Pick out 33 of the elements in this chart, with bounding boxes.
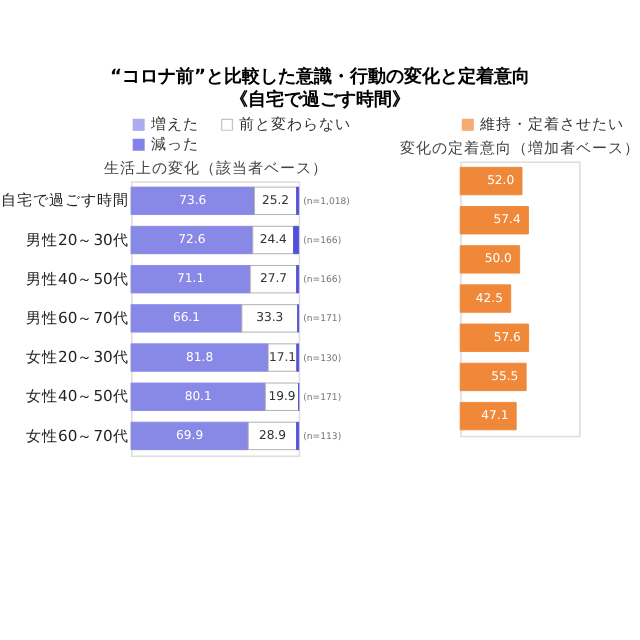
y-tick-label: 男性20～30代 xyxy=(26,230,129,249)
bar xyxy=(253,186,298,215)
chart-subtitle: 《自宅で過ごす時間》 xyxy=(230,89,410,112)
bar xyxy=(459,245,521,274)
y-tick-label: 男性40～50代 xyxy=(26,269,129,288)
bar xyxy=(459,323,530,352)
bar xyxy=(459,206,529,235)
y-tick-label: 女性40～50代 xyxy=(26,387,129,406)
chart-title: “コロナ前”と比較した意識・行動の変化と定着意向 xyxy=(110,66,530,89)
legend-label: 維持・定着させたい xyxy=(478,115,624,134)
bar xyxy=(241,304,299,333)
bar xyxy=(130,265,251,294)
y-tick-label: 女性60～70代 xyxy=(26,426,129,445)
y-tick-label: 自宅で過ごす時間 xyxy=(0,191,129,210)
legend-label: 増えた xyxy=(148,115,199,134)
bar xyxy=(130,186,255,215)
bar xyxy=(130,421,249,451)
x-axis-title: 変化の定着意向（増加者ベース） xyxy=(400,139,640,158)
bar xyxy=(459,362,527,392)
legend-label: 前と変わらない xyxy=(239,115,352,134)
y-tick-label: 女性20～30代 xyxy=(26,348,129,367)
bar xyxy=(249,265,298,294)
bar xyxy=(130,225,254,255)
x-axis-title: 生活上の変化（該当者ベース） xyxy=(103,158,328,177)
bar xyxy=(130,304,243,333)
bar xyxy=(459,401,517,431)
bar xyxy=(293,225,300,255)
bar xyxy=(130,343,269,372)
legend-label: 減った xyxy=(150,135,199,154)
bar xyxy=(459,284,512,313)
bar xyxy=(130,382,266,411)
bar xyxy=(459,166,523,196)
y-tick-label: 男性60～70代 xyxy=(26,308,129,327)
